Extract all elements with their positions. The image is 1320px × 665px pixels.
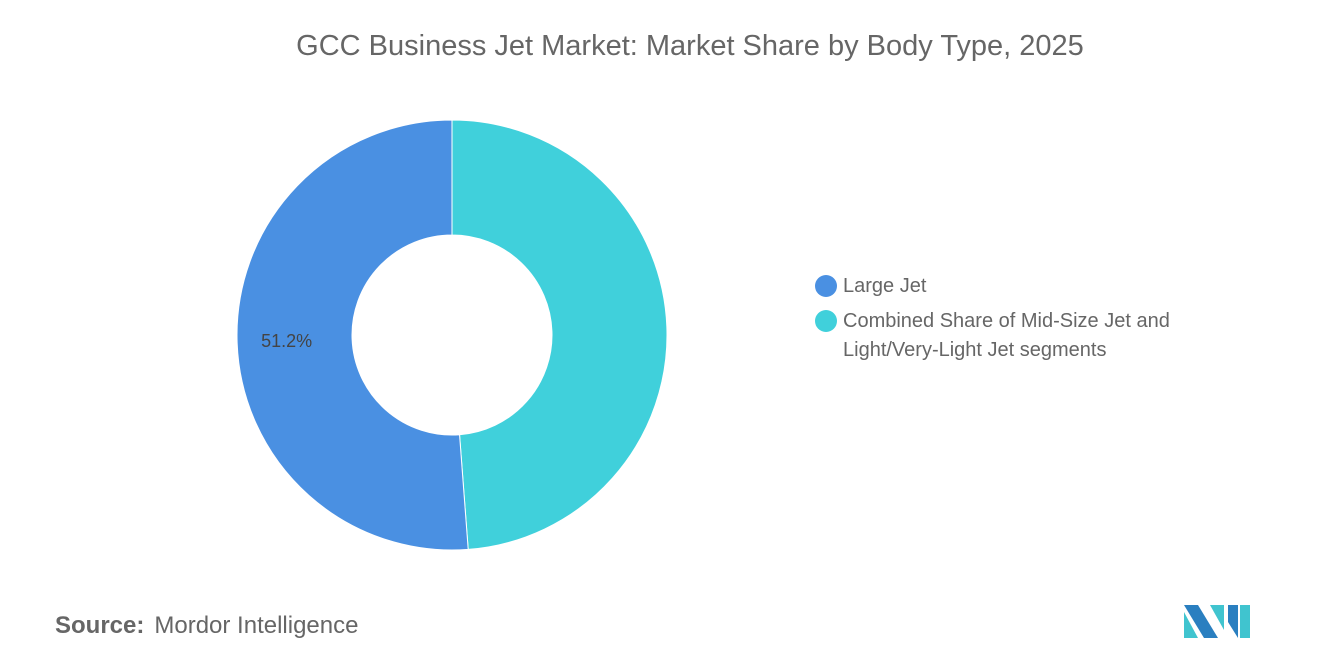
legend-label: Large Jet	[843, 275, 927, 297]
slice-large-jet	[236, 119, 469, 551]
legend-item-combined: Combined Share of Mid-Size Jet and Light…	[815, 307, 1235, 365]
legend-label: Combined Share of Mid-Size Jet and Light…	[843, 310, 1170, 361]
mordor-logo	[1184, 605, 1250, 638]
legend-swatch	[815, 310, 837, 332]
chart-title: GCC Business Jet Market: Market Share by…	[296, 30, 1084, 62]
source-value: Mordor Intelligence	[154, 612, 359, 639]
source-note: Source: Mordor Intelligence	[55, 612, 358, 640]
source-label: Source:	[55, 612, 145, 639]
legend-swatch	[815, 275, 837, 297]
slice-combined-share-of-mid-size-jet-and-light-very-light-jet-segments	[451, 119, 668, 550]
legend: Large Jet Combined Share of Mid-Size Jet…	[815, 272, 1235, 371]
data-label: 51.2%	[261, 331, 312, 351]
legend-item-large-jet: Large Jet	[815, 272, 1235, 301]
